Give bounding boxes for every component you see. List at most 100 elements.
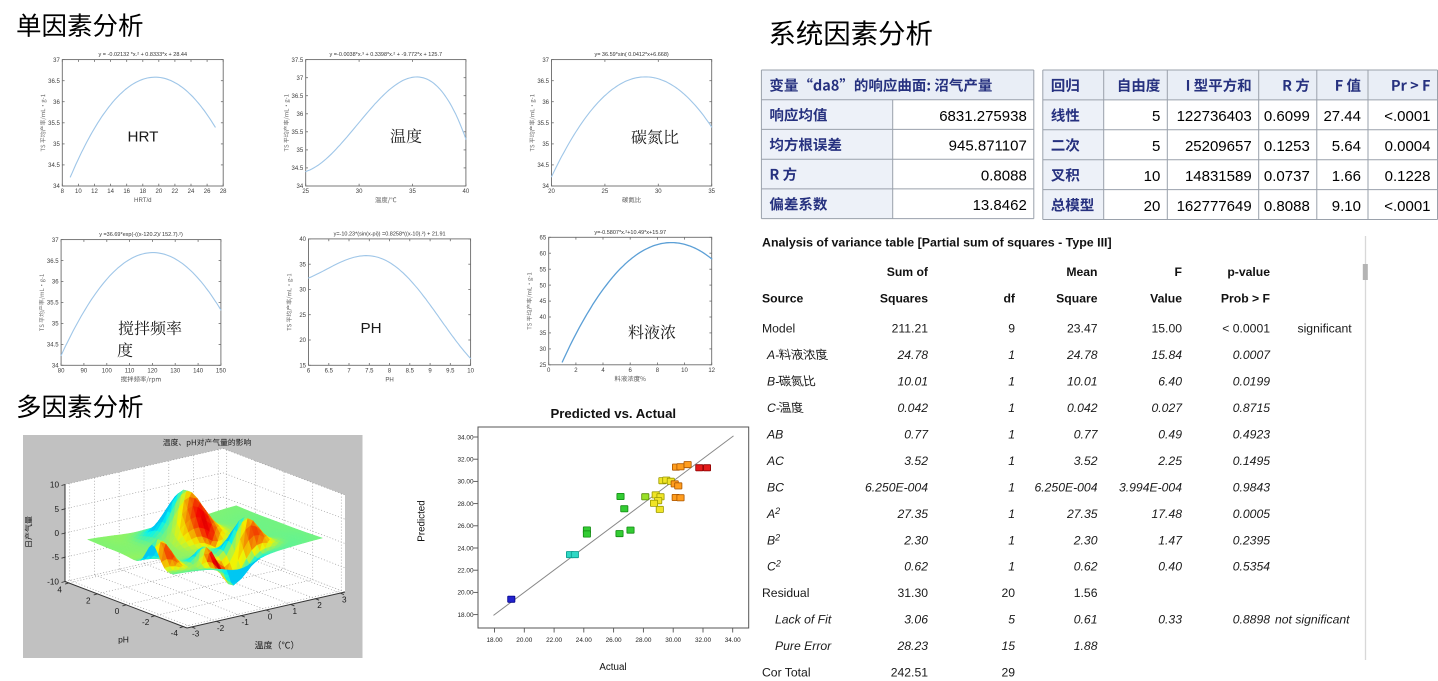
svg-text:<.0001: <.0001 [1384,198,1430,215]
svg-text:y=-10.23*(sin(x-pi)) =0.8258*(: y=-10.23*(sin(x-pi)) =0.8258*((x-10).²) … [334,232,446,238]
svg-text:1: 1 [1008,374,1015,388]
svg-text:7.5: 7.5 [365,368,374,374]
svg-text:9.5: 9.5 [446,368,455,374]
svg-text:37: 37 [53,58,60,64]
svg-text:Model: Model [762,322,795,336]
svg-text:945.871107: 945.871107 [949,138,1027,155]
svg-text:15.00: 15.00 [1152,322,1183,336]
svg-text:26: 26 [204,189,211,195]
svg-text:25: 25 [302,189,309,195]
svg-text:0.042: 0.042 [898,401,929,415]
svg-text:5: 5 [1008,613,1015,627]
svg-text:< 0.0001: < 0.0001 [1222,322,1270,336]
svg-text:0.40: 0.40 [1158,560,1182,574]
svg-text:24: 24 [188,189,195,195]
svg-text:0.1495: 0.1495 [1233,454,1270,468]
svg-text:0.0007: 0.0007 [1233,348,1271,362]
svg-text:30: 30 [299,288,306,294]
svg-text:1: 1 [1008,507,1015,521]
svg-text:1.56: 1.56 [1074,586,1098,600]
svg-text:-4: -4 [171,629,179,638]
svg-text:22: 22 [172,189,179,195]
svg-text:Predicted: Predicted [417,500,428,541]
svg-text:34.5: 34.5 [48,163,60,169]
svg-text:28.23: 28.23 [897,639,929,653]
svg-text:0.042: 0.042 [1067,401,1098,415]
svg-text:35.5: 35.5 [47,301,59,307]
svg-text:A2: A2 [766,506,780,521]
svg-text:8: 8 [61,189,65,195]
svg-text:C2: C2 [767,559,781,574]
svg-text:150: 150 [216,368,227,374]
svg-text:0.0737: 0.0737 [1264,168,1310,185]
svg-text:Prob > F: Prob > F [1221,292,1270,306]
svg-text:0.8715: 0.8715 [1233,401,1270,415]
svg-text:-1: -1 [242,618,250,627]
svg-text:60: 60 [540,251,547,257]
svg-text:y =-0.0038*x.³ + 0.3398*x.² +: y =-0.0038*x.³ + 0.3398*x.² + -9.772*x +… [330,52,443,58]
svg-text:HRT/d: HRT/d [134,197,152,204]
svg-text:1: 1 [1008,427,1015,441]
svg-text:0.1228: 0.1228 [1385,168,1431,185]
svg-text:4: 4 [57,585,62,594]
svg-text:8.5: 8.5 [406,368,415,374]
svg-text:30: 30 [356,189,363,195]
svg-text:36.5: 36.5 [47,259,59,265]
svg-text:1: 1 [1008,480,1015,494]
svg-text:18: 18 [139,189,146,195]
svg-text:35: 35 [52,322,59,328]
svg-text:0.6099: 0.6099 [1264,108,1310,125]
svg-text:37: 37 [297,76,304,82]
svg-text:Pure Error: Pure Error [775,639,832,653]
svg-text:0.1253: 0.1253 [1264,138,1310,155]
svg-text:not significant: not significant [1275,613,1350,627]
svg-text:6.250E-004: 6.250E-004 [1034,480,1097,494]
svg-text:35.5: 35.5 [292,130,304,136]
svg-text:35: 35 [708,189,715,195]
svg-text:-10: -10 [47,578,59,587]
svg-text:10.01: 10.01 [898,374,929,388]
svg-text:5: 5 [1152,138,1160,155]
svg-text:7: 7 [347,368,351,374]
svg-text:1.47: 1.47 [1158,533,1183,547]
svg-text:0.4923: 0.4923 [1233,427,1270,441]
svg-text:35: 35 [297,148,304,154]
svg-text:5.64: 5.64 [1332,138,1361,155]
svg-text:0: 0 [54,529,59,538]
svg-text:36.5: 36.5 [48,79,60,85]
svg-text:1.88: 1.88 [1074,639,1098,653]
svg-text:35.5: 35.5 [48,121,60,127]
svg-text:0.62: 0.62 [1074,560,1098,574]
svg-text:122736403: 122736403 [1177,108,1252,125]
svg-text:17.48: 17.48 [1152,507,1183,521]
svg-text:32.00: 32.00 [458,457,474,464]
svg-text:0.49: 0.49 [1158,427,1182,441]
svg-text:2: 2 [574,368,578,374]
svg-text:15: 15 [299,364,306,370]
svg-text:Actual: Actual [599,662,626,673]
svg-text:3.52: 3.52 [1074,454,1098,468]
svg-text:Lack of Fit: Lack of Fit [775,613,832,627]
svg-text:Value: Value [1150,292,1182,306]
svg-text:34: 34 [542,184,549,190]
svg-text:Source: Source [762,292,804,306]
svg-text:3.06: 3.06 [904,613,928,627]
svg-text:37.5: 37.5 [292,58,304,64]
svg-text:30.00: 30.00 [458,479,474,486]
svg-text:6: 6 [629,368,633,374]
svg-text:35: 35 [299,262,306,268]
svg-text:0.77: 0.77 [1074,427,1099,441]
svg-text:35: 35 [540,331,547,337]
svg-text:35.5: 35.5 [537,121,549,127]
svg-text:27.44: 27.44 [1323,108,1361,125]
svg-text:20: 20 [299,338,306,344]
svg-text:10: 10 [50,481,60,490]
svg-text:65: 65 [540,236,547,242]
svg-text:5: 5 [1152,108,1160,125]
svg-text:0.8898: 0.8898 [1233,613,1270,627]
svg-text:15: 15 [1001,639,1015,653]
svg-text:34.5: 34.5 [292,166,304,172]
svg-text:32.00: 32.00 [695,637,711,644]
svg-text:24.78: 24.78 [1066,348,1098,362]
svg-text:A-: A- [766,348,779,362]
